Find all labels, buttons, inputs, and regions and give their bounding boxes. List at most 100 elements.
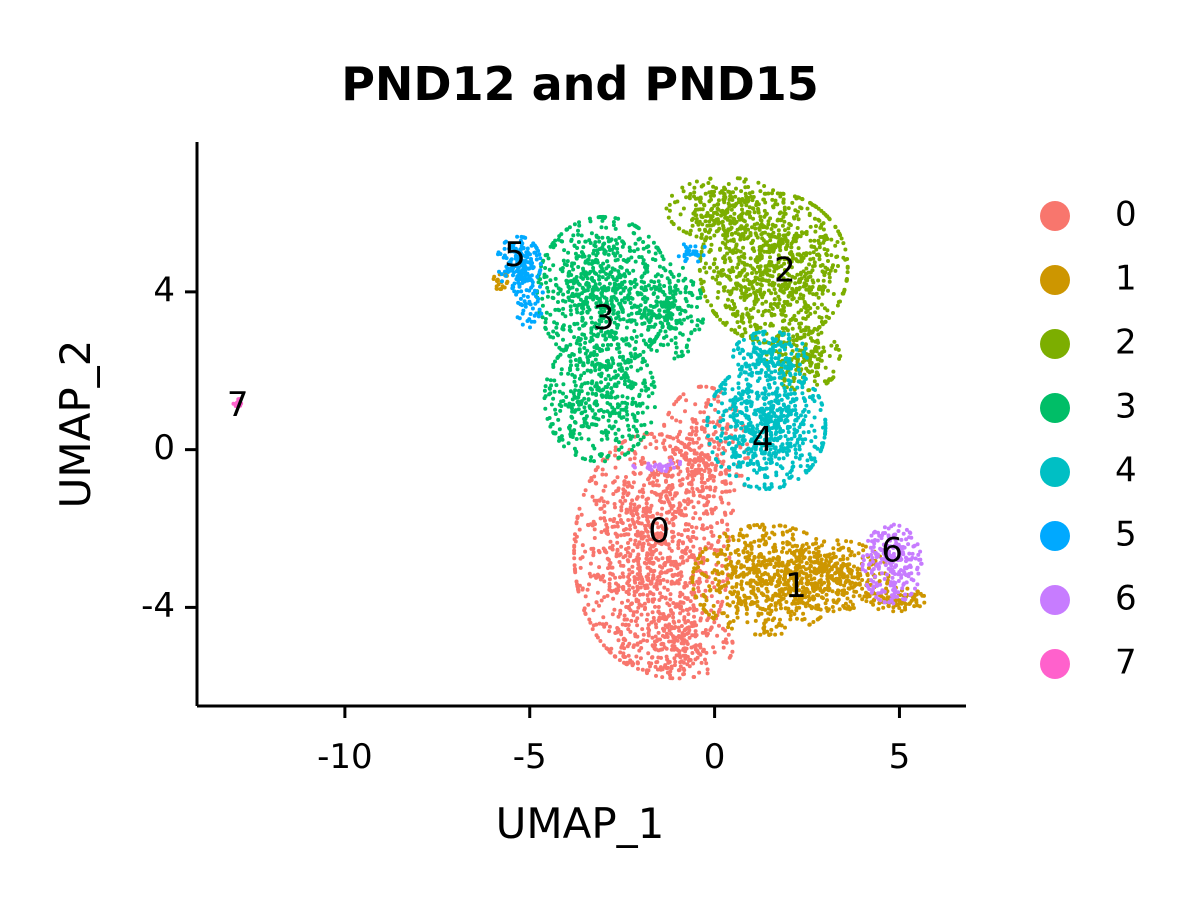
cluster-1-point	[779, 631, 784, 636]
cluster-0-point	[656, 609, 661, 614]
cluster-1-point	[716, 582, 721, 587]
cluster-3-point	[601, 409, 606, 414]
cluster-1-point	[757, 525, 762, 530]
cluster-2-point	[726, 228, 731, 233]
cluster-2-point	[711, 184, 716, 189]
cluster-1-point	[766, 611, 771, 616]
cluster-2-point	[715, 228, 720, 233]
cluster-0-point	[672, 402, 677, 407]
cluster-0-point	[649, 569, 653, 573]
cluster-0-point	[679, 453, 684, 458]
cluster-2-point	[821, 345, 826, 350]
cluster-3-point	[579, 272, 584, 276]
cluster-3-point	[589, 315, 594, 320]
cluster-2-point	[681, 206, 686, 211]
cluster-3-point	[631, 424, 636, 429]
cluster-0-point	[601, 488, 606, 493]
cluster-2-point	[735, 320, 740, 325]
cluster-0-point	[718, 472, 723, 477]
cluster-2-point	[670, 193, 674, 198]
cluster-0-point	[628, 502, 633, 506]
cluster-0-point	[717, 623, 721, 628]
cluster-0-point	[630, 570, 635, 575]
cluster-0-point	[683, 451, 688, 456]
cluster-1-point	[691, 587, 696, 592]
cluster-2-point	[810, 330, 815, 335]
cluster-0-point	[641, 632, 646, 637]
cluster-3-point	[645, 363, 650, 368]
cluster-0-point	[693, 629, 698, 634]
cluster-2-point	[759, 283, 764, 288]
cluster-1-point	[811, 550, 816, 555]
cluster-0-point	[648, 581, 653, 586]
cluster-3-point	[583, 336, 588, 341]
cluster-2-point	[742, 226, 747, 231]
cluster-1-point	[724, 566, 729, 571]
cluster-2-point	[836, 229, 841, 234]
cluster-2-point	[728, 219, 733, 223]
cluster-1-point	[807, 598, 812, 603]
cluster-0-point	[715, 453, 720, 458]
cluster-0-point	[658, 531, 663, 536]
cluster-2-point	[778, 194, 783, 199]
cluster-2-point	[786, 206, 791, 211]
cluster-0-point	[700, 523, 705, 528]
cluster-1-point	[863, 544, 868, 549]
cluster-3-point	[620, 394, 625, 399]
cluster-1-point	[841, 554, 846, 559]
cluster-0-point	[632, 593, 637, 598]
cluster-1-point	[792, 612, 797, 616]
cluster-3-point	[561, 306, 566, 311]
cluster-1-point	[881, 605, 886, 610]
cluster-2-point	[795, 226, 800, 230]
cluster-1-point	[736, 590, 740, 595]
cluster-3-point	[621, 317, 626, 322]
cluster-1-point	[752, 539, 757, 544]
cluster-0-point	[683, 656, 688, 661]
cluster-2-point	[731, 312, 736, 317]
cluster-2-point	[804, 266, 809, 271]
cluster-2-point	[768, 304, 773, 309]
cluster-0-point	[610, 565, 615, 570]
cluster-2-point	[730, 203, 735, 208]
cluster-1-point	[765, 589, 770, 594]
cluster-2-point	[781, 214, 786, 219]
cluster-2-point	[721, 233, 726, 238]
cluster-3-point	[602, 216, 607, 221]
cluster-0-point	[641, 506, 646, 511]
cluster-0-point	[635, 623, 640, 628]
cluster-0-point	[583, 612, 588, 616]
cluster-0-point	[640, 455, 645, 460]
cluster-1-point	[822, 539, 827, 544]
cluster-2-point	[795, 299, 799, 304]
cluster-0-point	[621, 574, 626, 579]
cluster-0-point	[649, 514, 654, 519]
cluster-1-point	[819, 573, 824, 578]
cluster-1-point	[734, 574, 739, 579]
cluster-2-point	[740, 211, 745, 216]
cluster-2-point	[691, 216, 696, 221]
cluster-3-point	[553, 238, 558, 243]
cluster-3-point	[609, 342, 614, 347]
cluster-2-point	[766, 308, 771, 313]
cluster-1-points	[491, 272, 927, 637]
cluster-0-point	[662, 635, 667, 639]
cluster-2-point	[741, 278, 746, 283]
cluster-3-point	[632, 279, 637, 284]
cluster-0-point	[607, 584, 612, 589]
cluster-0-point	[676, 619, 681, 624]
cluster-3-point	[629, 354, 634, 359]
cluster-0-point	[613, 531, 618, 536]
cluster-3-point	[561, 337, 565, 342]
cluster-3-point	[642, 295, 647, 300]
cluster-0-point	[636, 666, 640, 671]
cluster-0-point	[698, 616, 703, 621]
cluster-0-point	[577, 527, 582, 532]
cluster-2-point	[790, 326, 795, 331]
cluster-0-point	[651, 573, 656, 578]
cluster-2-point	[771, 283, 776, 288]
cluster-3-point	[547, 392, 552, 397]
cluster-1-point	[774, 607, 778, 612]
cluster-1-point	[785, 562, 790, 567]
cluster-3-point	[576, 240, 581, 244]
